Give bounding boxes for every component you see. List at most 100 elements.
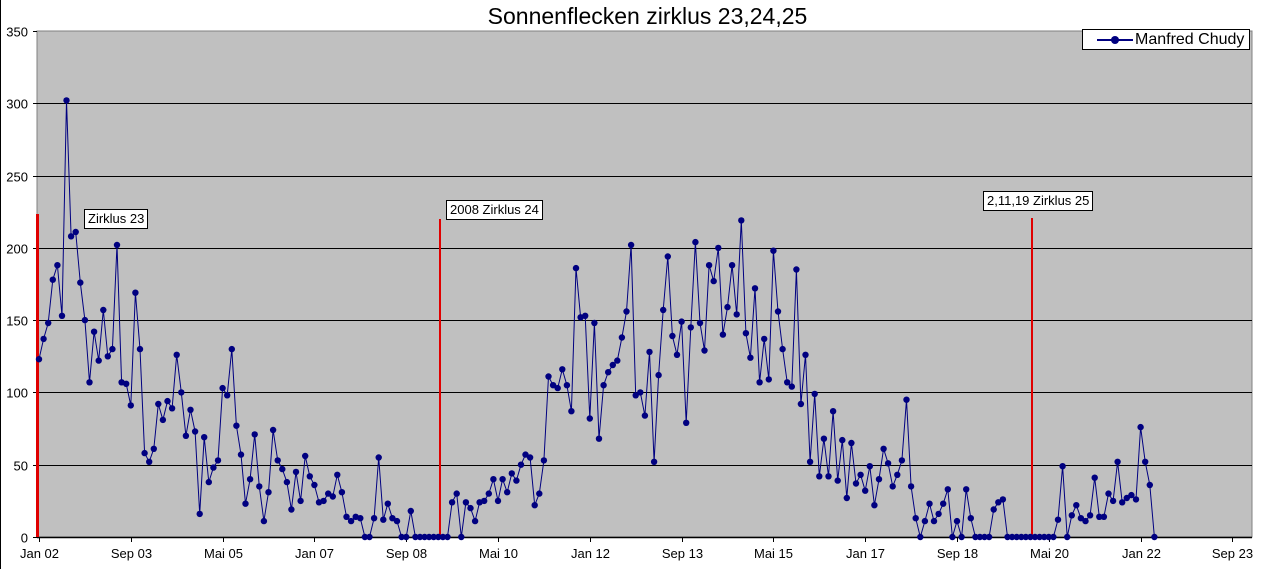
data-point [531,502,538,509]
data-point [1068,512,1076,519]
data-point [995,499,1002,506]
data-point [1064,533,1071,541]
data-point [508,470,515,477]
data-point [935,510,942,518]
data-point [1096,513,1103,520]
data-point [347,517,355,525]
data-point [164,397,171,405]
data-point [72,228,79,236]
data-point [462,499,470,506]
data-point [407,507,414,515]
data-point [563,382,571,389]
data-point [747,354,754,361]
data-point [1109,497,1117,505]
data-point [829,408,837,415]
data-point [1027,533,1034,541]
data-point [852,480,860,487]
data-point [1105,490,1112,497]
data-point [104,353,112,360]
data-point [1146,481,1154,489]
data-point [779,345,786,353]
data-point [1082,517,1089,525]
data-point [168,405,176,412]
data-point [173,351,180,358]
data-point [738,217,745,224]
data-point [618,334,626,341]
data-point [811,390,818,398]
chart-title: Sonnenflecken zirklus 23,24,25 [487,3,808,29]
data-point [458,533,465,541]
data-point [430,533,437,541]
data-point [141,449,148,457]
data-point [1050,533,1057,541]
data-point [127,402,134,409]
data-point [595,435,603,442]
data-point [894,471,901,478]
x-tick-label: Mai 10 [479,546,518,561]
data-point [393,517,401,525]
data-point [325,490,332,497]
data-point [930,517,938,525]
data-point [871,502,878,509]
data-point [403,533,410,541]
data-point [210,464,217,471]
x-tick-label: Jan 12 [571,546,610,561]
data-point [1100,513,1108,520]
data-point [765,376,772,383]
x-tick-label: Sep 13 [662,546,703,561]
data-point [95,357,102,364]
data-point [384,500,391,507]
data-point [302,452,309,460]
series-line [38,100,1155,539]
data-point [820,435,828,442]
x-tick-label: Mai 20 [1030,546,1069,561]
data-point [839,436,846,444]
data-point [1054,516,1062,523]
data-point [251,431,258,438]
data-point [242,500,249,507]
data-point [793,266,800,273]
data-point [196,510,203,518]
annotation-zirklus-23: Zirklus 23 [84,209,149,229]
data-point [568,408,575,415]
data-point [485,490,492,497]
data-point [224,392,231,399]
data-point [912,515,919,522]
data-point [683,419,690,426]
data-point [976,533,984,541]
data-point [49,276,56,283]
data-point [1142,458,1149,465]
data-point [981,533,988,541]
data-point [274,457,281,464]
data-point [559,366,566,373]
data-point [843,494,850,502]
data-point [985,533,993,541]
data-point [499,476,506,483]
data-point [494,497,502,505]
data-point [673,351,681,358]
data-point [953,517,961,525]
data-point [292,468,300,476]
data-point [370,515,378,522]
data-point [81,316,89,324]
data-point [609,361,616,369]
data-point [297,497,304,505]
data-point [288,506,295,513]
data-point [132,289,139,296]
data-point [972,533,979,541]
data-point [875,476,883,483]
data-point [1004,533,1011,541]
data-point [582,312,589,319]
data-point [517,461,525,468]
data-point [806,458,814,465]
data-point [917,533,924,541]
data-point [1022,533,1029,541]
data-point [279,465,286,473]
data-point [1123,494,1131,502]
y-tick-label: 300 [6,97,28,112]
data-point [678,318,685,325]
y-tick-label: 150 [6,314,28,329]
data-point [109,345,116,353]
x-tick-label: Jan 02 [20,546,59,561]
